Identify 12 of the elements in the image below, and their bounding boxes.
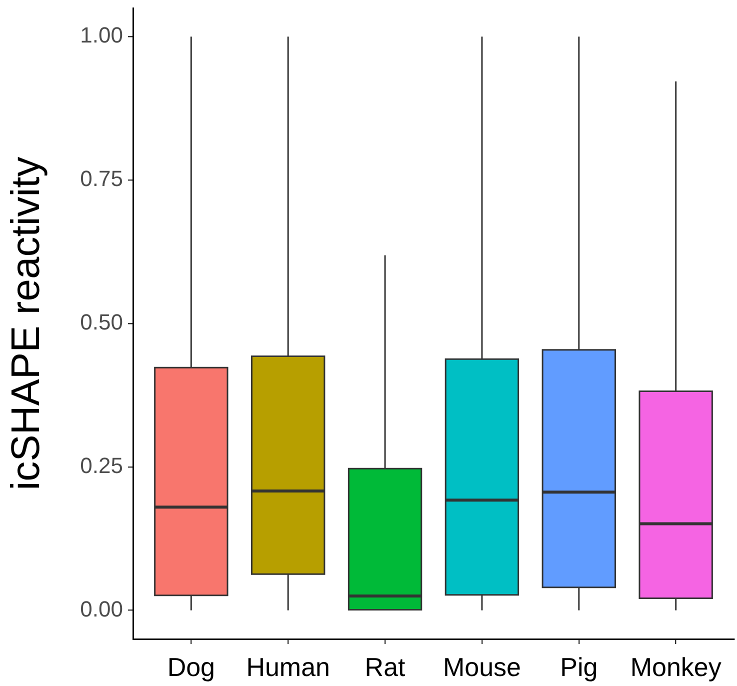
y-tick-label: 1.00 [80,22,123,48]
x-tick-label: Monkey [630,652,722,682]
y-tick-label: 0.75 [80,166,123,192]
y-tick-label: 0.25 [80,452,123,478]
x-tick-label: Pig [560,652,598,682]
x-tick-label: Mouse [442,652,521,682]
x-tick-label: Rat [364,652,406,682]
y-tick-label: 0.00 [80,596,123,622]
x-tick-label: Dog [167,652,216,682]
y-axis-title: icSHAPE reactivity [4,156,48,490]
x-tick-label: Human [246,652,330,682]
y-tick-label: 0.50 [80,310,123,335]
